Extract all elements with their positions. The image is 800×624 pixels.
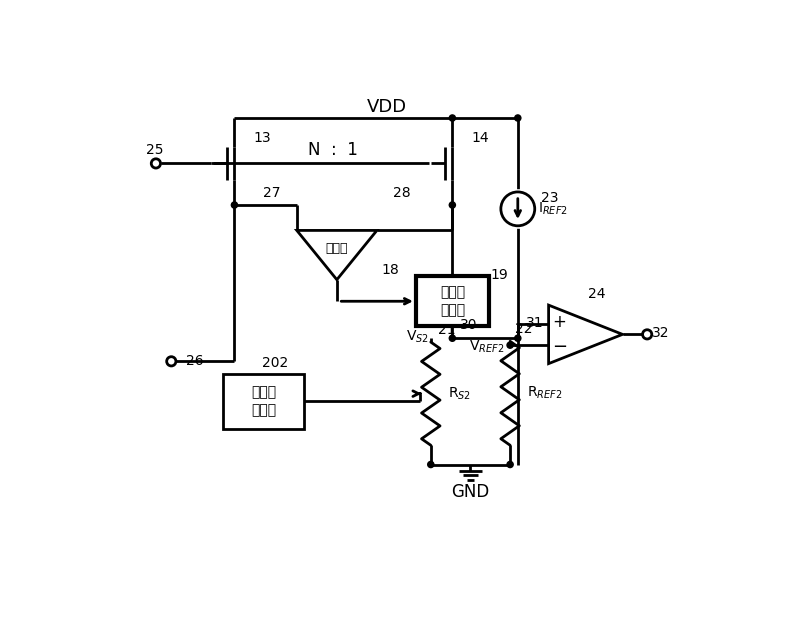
Text: 放大器: 放大器 bbox=[326, 242, 348, 255]
Circle shape bbox=[450, 115, 455, 121]
Text: GND: GND bbox=[451, 483, 490, 501]
Circle shape bbox=[450, 335, 455, 341]
Text: −: − bbox=[552, 338, 567, 356]
Text: V$_{REF2}$: V$_{REF2}$ bbox=[469, 338, 504, 355]
Circle shape bbox=[450, 202, 455, 208]
Text: R$_{REF2}$: R$_{REF2}$ bbox=[527, 385, 562, 401]
Text: 30: 30 bbox=[460, 318, 478, 332]
Text: R$_{S2}$: R$_{S2}$ bbox=[448, 386, 471, 402]
Text: 24: 24 bbox=[587, 287, 605, 301]
Text: 19: 19 bbox=[491, 268, 509, 281]
Text: 18: 18 bbox=[382, 263, 400, 278]
Text: 25: 25 bbox=[146, 144, 163, 157]
Circle shape bbox=[514, 335, 521, 341]
Text: 27: 27 bbox=[262, 186, 280, 200]
Circle shape bbox=[514, 115, 521, 121]
Text: 31: 31 bbox=[526, 316, 543, 330]
Circle shape bbox=[507, 342, 513, 348]
Text: I$_{REF2}$: I$_{REF2}$ bbox=[538, 201, 568, 217]
FancyBboxPatch shape bbox=[416, 276, 489, 326]
Text: 14: 14 bbox=[472, 131, 490, 145]
Text: 控制器: 控制器 bbox=[251, 404, 276, 417]
Text: 32: 32 bbox=[652, 326, 670, 340]
Text: 26: 26 bbox=[186, 354, 203, 368]
Text: 23: 23 bbox=[541, 191, 558, 205]
Text: 202: 202 bbox=[262, 356, 288, 370]
FancyBboxPatch shape bbox=[223, 374, 304, 429]
Text: V$_{S2}$: V$_{S2}$ bbox=[406, 328, 430, 345]
Text: 可编程: 可编程 bbox=[251, 385, 276, 399]
Text: N  :  1: N : 1 bbox=[308, 140, 358, 158]
Circle shape bbox=[507, 461, 513, 467]
Text: +: + bbox=[553, 313, 566, 331]
Text: 控制器: 控制器 bbox=[440, 303, 465, 318]
Circle shape bbox=[428, 461, 434, 467]
Text: 21: 21 bbox=[438, 323, 456, 337]
Circle shape bbox=[231, 202, 238, 208]
Text: 13: 13 bbox=[254, 131, 271, 145]
Text: VDD: VDD bbox=[367, 98, 407, 116]
Text: 负反馈: 负反馈 bbox=[440, 285, 465, 299]
Text: 28: 28 bbox=[394, 186, 411, 200]
Text: 22: 22 bbox=[514, 322, 532, 336]
